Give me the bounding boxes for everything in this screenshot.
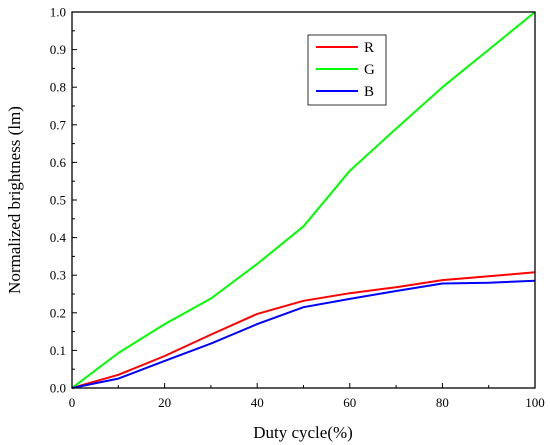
y-axis-label: Normalized brightness (lm) [5, 106, 24, 294]
y-tick-label: 0.4 [50, 230, 67, 245]
x-tick-label: 20 [158, 395, 171, 410]
x-tick-label: 100 [525, 395, 545, 410]
x-axis-label: Duty cycle(%) [253, 423, 353, 442]
series-line-r [71, 271, 536, 389]
y-tick-label: 0.2 [50, 305, 66, 320]
plot-frame [71, 11, 536, 389]
y-tick-label: 0.8 [50, 80, 66, 95]
legend: R G B [307, 34, 387, 106]
axis-ticks: 0 20 40 60 80 100 0.0 0.1 0.2 0.3 0.4 0.5 0.6 0.7 0.8 0… [50, 5, 545, 411]
y-tick-label: 0.0 [50, 381, 66, 396]
y-tick-label: 0.7 [50, 117, 67, 132]
y-tick-label: 0.9 [50, 42, 66, 57]
x-tick-label: 0 [69, 395, 76, 410]
y-tick-label: 0.3 [50, 268, 66, 283]
x-tick-label: 80 [436, 395, 449, 410]
legend-label-b: B [364, 84, 374, 100]
series-lines [71, 11, 536, 389]
y-tick-label: 0.5 [50, 193, 66, 208]
y-tick-label: 0.1 [50, 343, 66, 358]
series-line-g [71, 11, 536, 389]
x-tick-label: 60 [343, 395, 356, 410]
legend-label-g: G [364, 62, 375, 78]
legend-label-r: R [364, 40, 374, 56]
y-tick-label: 1.0 [50, 5, 66, 20]
series-line-b [71, 279, 536, 389]
x-tick-label: 40 [251, 395, 264, 410]
y-tick-label: 0.6 [50, 155, 67, 170]
